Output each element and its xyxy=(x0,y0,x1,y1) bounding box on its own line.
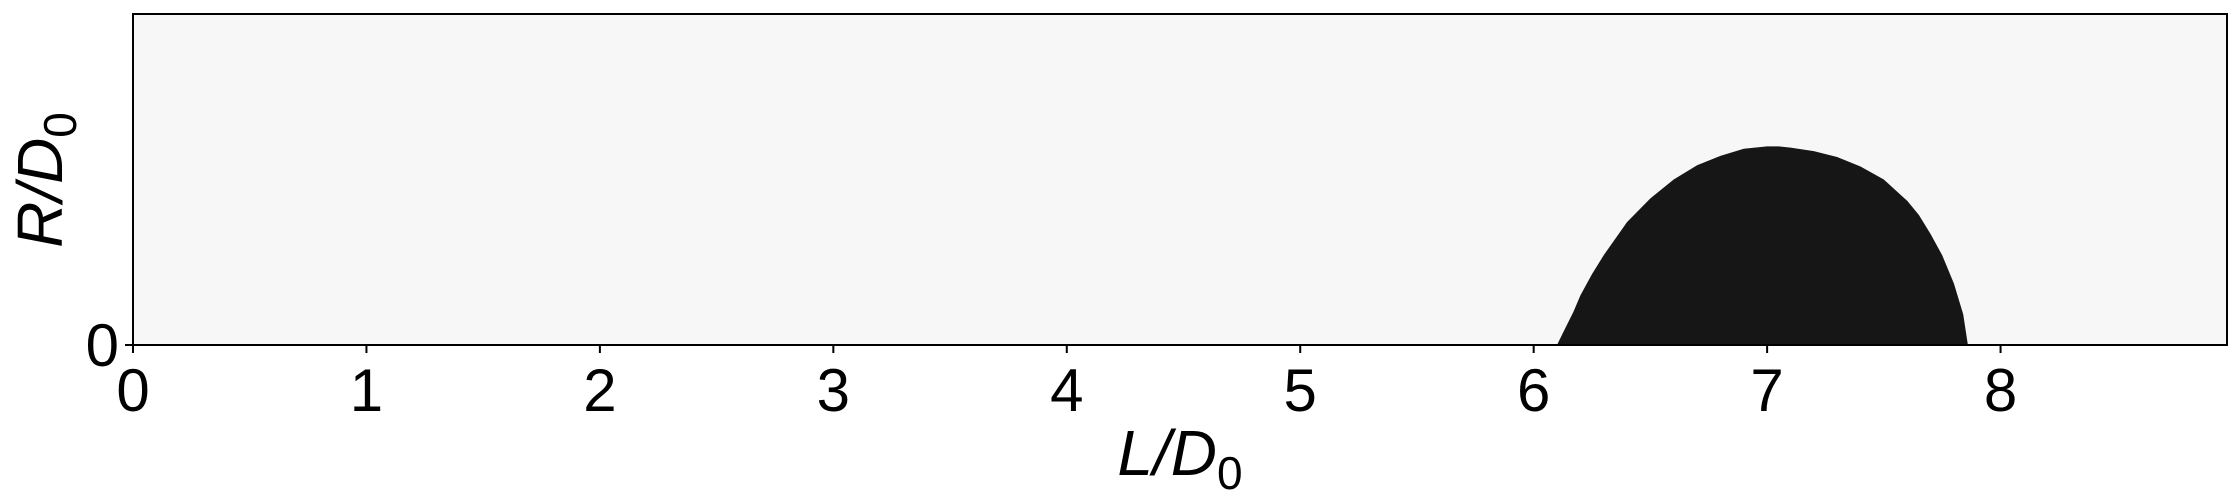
x-tick-label: 8 xyxy=(1984,357,2017,424)
y-axis-label: R/D0 xyxy=(4,112,86,248)
x-axis-label: L/D0 xyxy=(1117,417,1242,499)
x-tick-label: 7 xyxy=(1750,357,1783,424)
y-tick-label: 0 xyxy=(86,312,119,379)
x-ticks: 0 1 2 3 4 5 6 7 8 xyxy=(116,345,2017,424)
x-tick-label: 2 xyxy=(583,357,616,424)
x-tick-label: 1 xyxy=(350,357,383,424)
y-ticks: 0 xyxy=(86,312,133,379)
x-tick-label: 0 xyxy=(116,357,149,424)
x-tick-label: 3 xyxy=(817,357,850,424)
x-tick-label: 5 xyxy=(1284,357,1317,424)
x-tick-label: 6 xyxy=(1517,357,1550,424)
x-tick-label: 4 xyxy=(1050,357,1083,424)
droplet-area xyxy=(1557,146,1968,345)
plot-frame xyxy=(132,13,2228,346)
